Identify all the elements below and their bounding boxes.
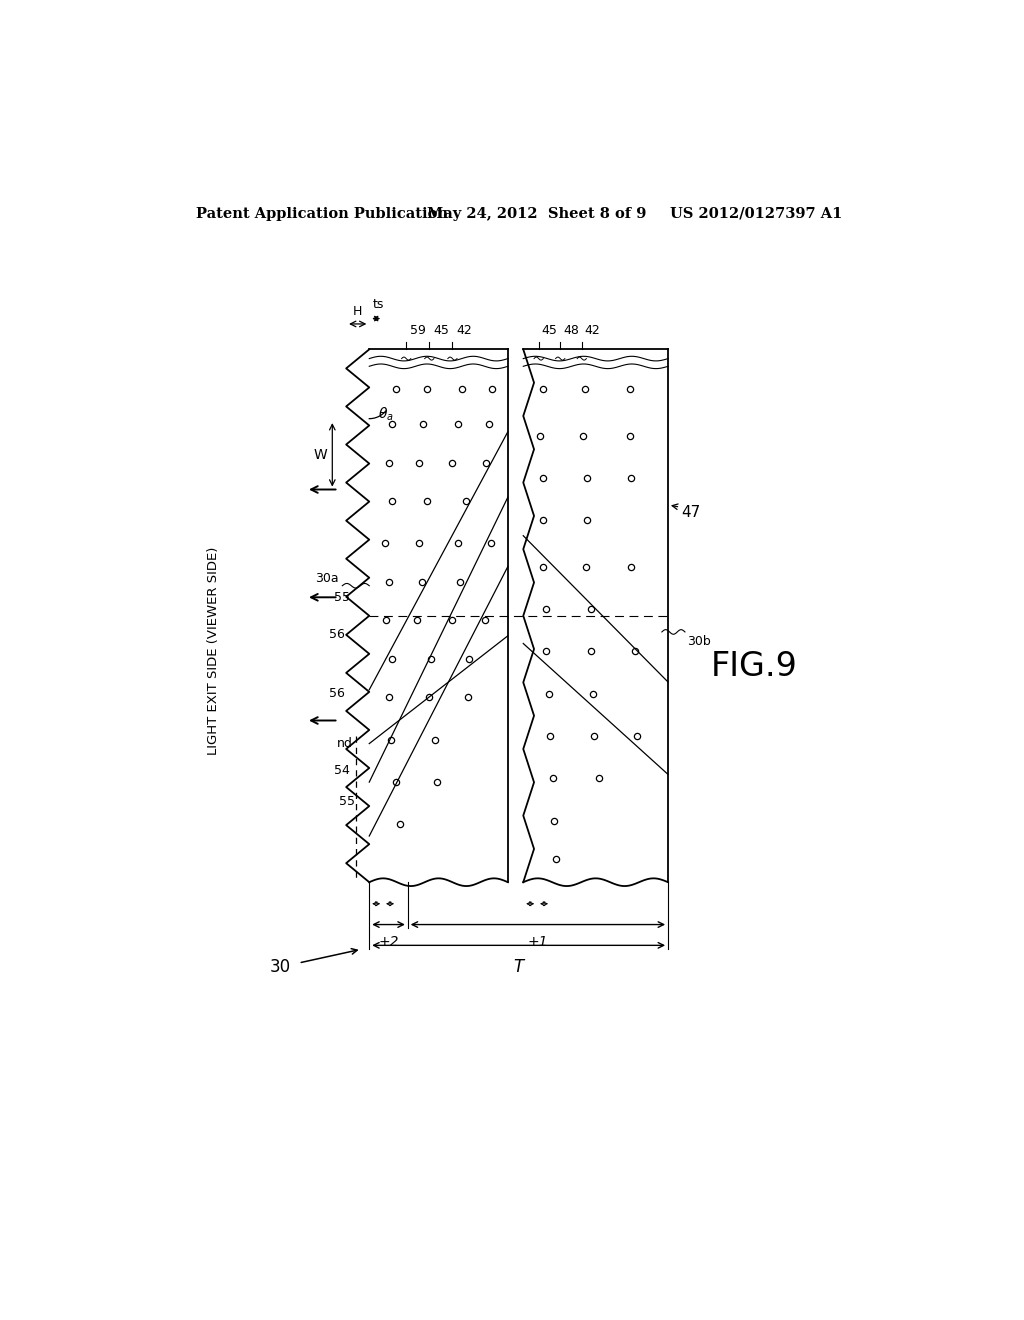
Text: $\theta_a$: $\theta_a$ <box>379 405 394 422</box>
Text: 30a: 30a <box>314 572 339 585</box>
Text: 56: 56 <box>329 686 345 700</box>
Text: 56: 56 <box>329 628 345 640</box>
Text: US 2012/0127397 A1: US 2012/0127397 A1 <box>670 207 842 220</box>
Text: 45: 45 <box>542 323 558 337</box>
Text: LIGHT EXIT SIDE (VIEWER SIDE): LIGHT EXIT SIDE (VIEWER SIDE) <box>207 546 220 755</box>
Text: 55: 55 <box>334 591 350 603</box>
Text: 48: 48 <box>563 323 580 337</box>
Text: 30b: 30b <box>687 635 711 648</box>
Text: W: W <box>314 447 328 462</box>
Text: +1: +1 <box>527 936 548 949</box>
Text: T: T <box>514 958 523 975</box>
Text: H: H <box>353 305 362 318</box>
Text: FIG.9: FIG.9 <box>711 651 798 684</box>
Text: 30: 30 <box>270 958 291 975</box>
Text: Patent Application Publication: Patent Application Publication <box>196 207 449 220</box>
Text: 47: 47 <box>681 506 700 520</box>
Text: nd: nd <box>337 737 352 750</box>
Text: 42: 42 <box>457 323 472 337</box>
Text: 45: 45 <box>433 323 450 337</box>
Text: 54: 54 <box>334 764 350 777</box>
Text: +2: +2 <box>378 936 398 949</box>
Text: 59: 59 <box>410 323 426 337</box>
Text: May 24, 2012  Sheet 8 of 9: May 24, 2012 Sheet 8 of 9 <box>427 207 646 220</box>
Text: 55: 55 <box>339 795 355 808</box>
Text: 42: 42 <box>585 323 601 337</box>
Text: ts: ts <box>373 298 384 312</box>
